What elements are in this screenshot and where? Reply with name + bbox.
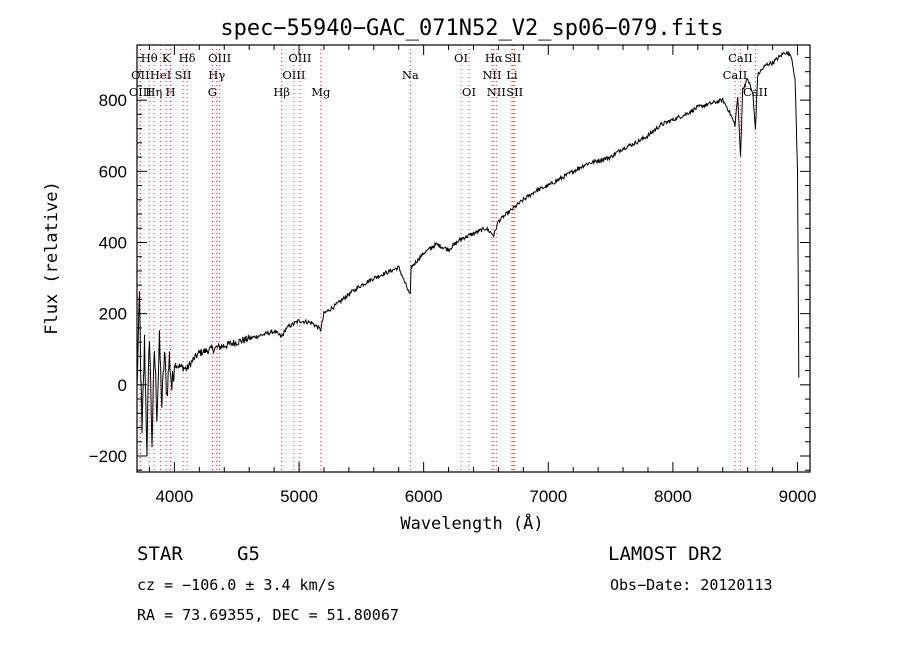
spectrum-line [136, 50, 800, 457]
y-tick-label: 0 [118, 376, 127, 395]
y-axis: −200 0 200 400 600 800 [89, 56, 810, 471]
y-tick-label: 600 [99, 162, 127, 181]
line-label: HeI [150, 68, 171, 82]
line-label: SII [506, 85, 523, 99]
line-label: Hδ [179, 51, 196, 65]
line-label: Hγ [208, 68, 225, 82]
y-tick-label: 200 [99, 305, 127, 324]
coordinates: RA = 73.69355, DEC = 51.80067 [137, 606, 399, 624]
x-tick-label: 5000 [280, 487, 318, 506]
line-label: Li [506, 68, 518, 82]
y-tick-label: 400 [99, 233, 127, 252]
x-axis-title: Wavelength (Å) [400, 512, 543, 534]
x-tick-label: 7000 [529, 487, 567, 506]
line-label: OI [454, 51, 468, 65]
line-label: Mg [311, 85, 331, 99]
line-label: NII [487, 85, 506, 99]
line-label: H [166, 85, 176, 99]
y-tick-label: 800 [99, 91, 127, 110]
line-label: Hθ [141, 51, 158, 65]
line-label: Hα [485, 51, 503, 65]
y-axis-title: Flux (relative) [42, 181, 62, 335]
y-tick-label: −200 [89, 447, 127, 466]
spectral-line-labels: Hθ OII OIII K Hδ HeI SII Hη H OIII Hγ G Hβ OIII OIII Mg… [129, 51, 768, 99]
line-label: OIII [288, 51, 311, 65]
obs-date: Obs−Date: 20120113 [610, 576, 773, 594]
survey-name: LAMOST DR2 [608, 543, 722, 565]
x-tick-label: 6000 [405, 487, 443, 506]
line-label: G [208, 85, 217, 99]
plot-frame [136, 44, 811, 473]
line-label: SII [504, 51, 521, 65]
x-axis: 4000 5000 6000 7000 8000 9000 [148, 45, 817, 506]
line-label: OII [131, 68, 150, 82]
line-label: OIII [208, 51, 231, 65]
line-label: CaII [728, 51, 753, 65]
line-label: OI [462, 85, 476, 99]
x-tick-label: 4000 [155, 487, 193, 506]
line-label: OIII [282, 68, 305, 82]
line-label: OIII [129, 85, 152, 99]
object-subclass: G5 [237, 543, 260, 565]
object-class: STAR [137, 543, 183, 565]
line-label: SII [175, 68, 192, 82]
x-tick-label: 9000 [779, 487, 817, 506]
x-tick-label: 8000 [654, 487, 692, 506]
line-label: CaII [743, 85, 768, 99]
line-label: Hβ [273, 85, 290, 99]
line-label: K [162, 51, 171, 65]
line-label: Na [402, 68, 419, 82]
line-label: Hη [145, 85, 162, 99]
chart-title: spec−55940−GAC_071N52_V2_sp06−079.fits [220, 16, 723, 41]
redshift-cz: cz = −106.0 ± 3.4 km/s [137, 576, 336, 594]
spectral-line-markers [139, 45, 756, 472]
line-label: NII [482, 68, 501, 82]
line-label: CaII [723, 68, 748, 82]
